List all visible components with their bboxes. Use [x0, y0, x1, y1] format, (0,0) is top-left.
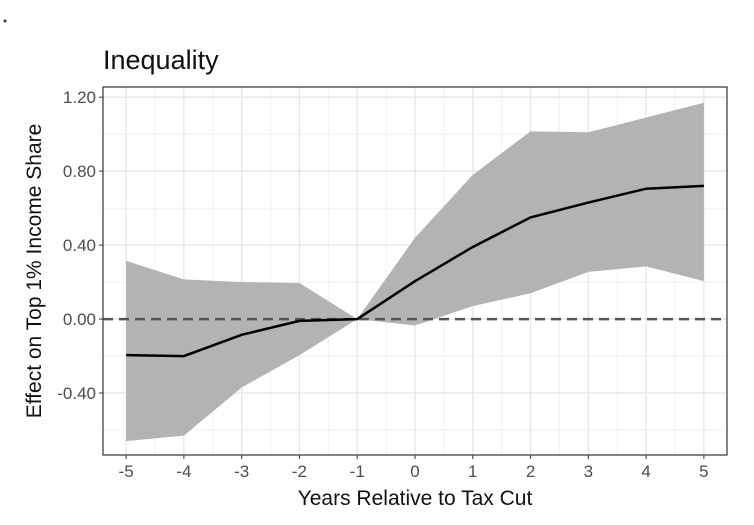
x-tick-label: 2 — [526, 462, 535, 481]
y-tick-label: 0.00 — [63, 310, 96, 329]
x-tick-label: -1 — [350, 462, 365, 481]
x-tick-label: -4 — [176, 462, 191, 481]
confidence-band — [126, 102, 704, 442]
y-tick-label: -0.40 — [57, 384, 96, 403]
y-tick-label: 1.20 — [63, 88, 96, 107]
x-tick-label: 5 — [699, 462, 708, 481]
x-tick-label: 4 — [641, 462, 650, 481]
y-tick-label: 0.40 — [63, 236, 96, 255]
x-tick-label: 1 — [468, 462, 477, 481]
chart-title: Inequality — [103, 45, 219, 75]
stray-dot — [3, 19, 7, 23]
x-tick-label: -3 — [234, 462, 249, 481]
x-tick-label: 0 — [410, 462, 419, 481]
x-tick-label: -2 — [292, 462, 307, 481]
y-axis-label: Effect on Top 1% Income Share — [23, 124, 46, 419]
x-tick-label: -5 — [119, 462, 134, 481]
y-tick-label: 0.80 — [63, 162, 96, 181]
x-axis: -5 -4 -3 -2 -1 0 1 2 3 4 5 — [119, 455, 709, 481]
x-axis-label: Years Relative to Tax Cut — [298, 487, 533, 510]
marks — [103, 102, 727, 442]
x-tick-label: 3 — [584, 462, 593, 481]
y-axis: -0.40 0.00 0.40 0.80 1.20 — [57, 88, 103, 403]
